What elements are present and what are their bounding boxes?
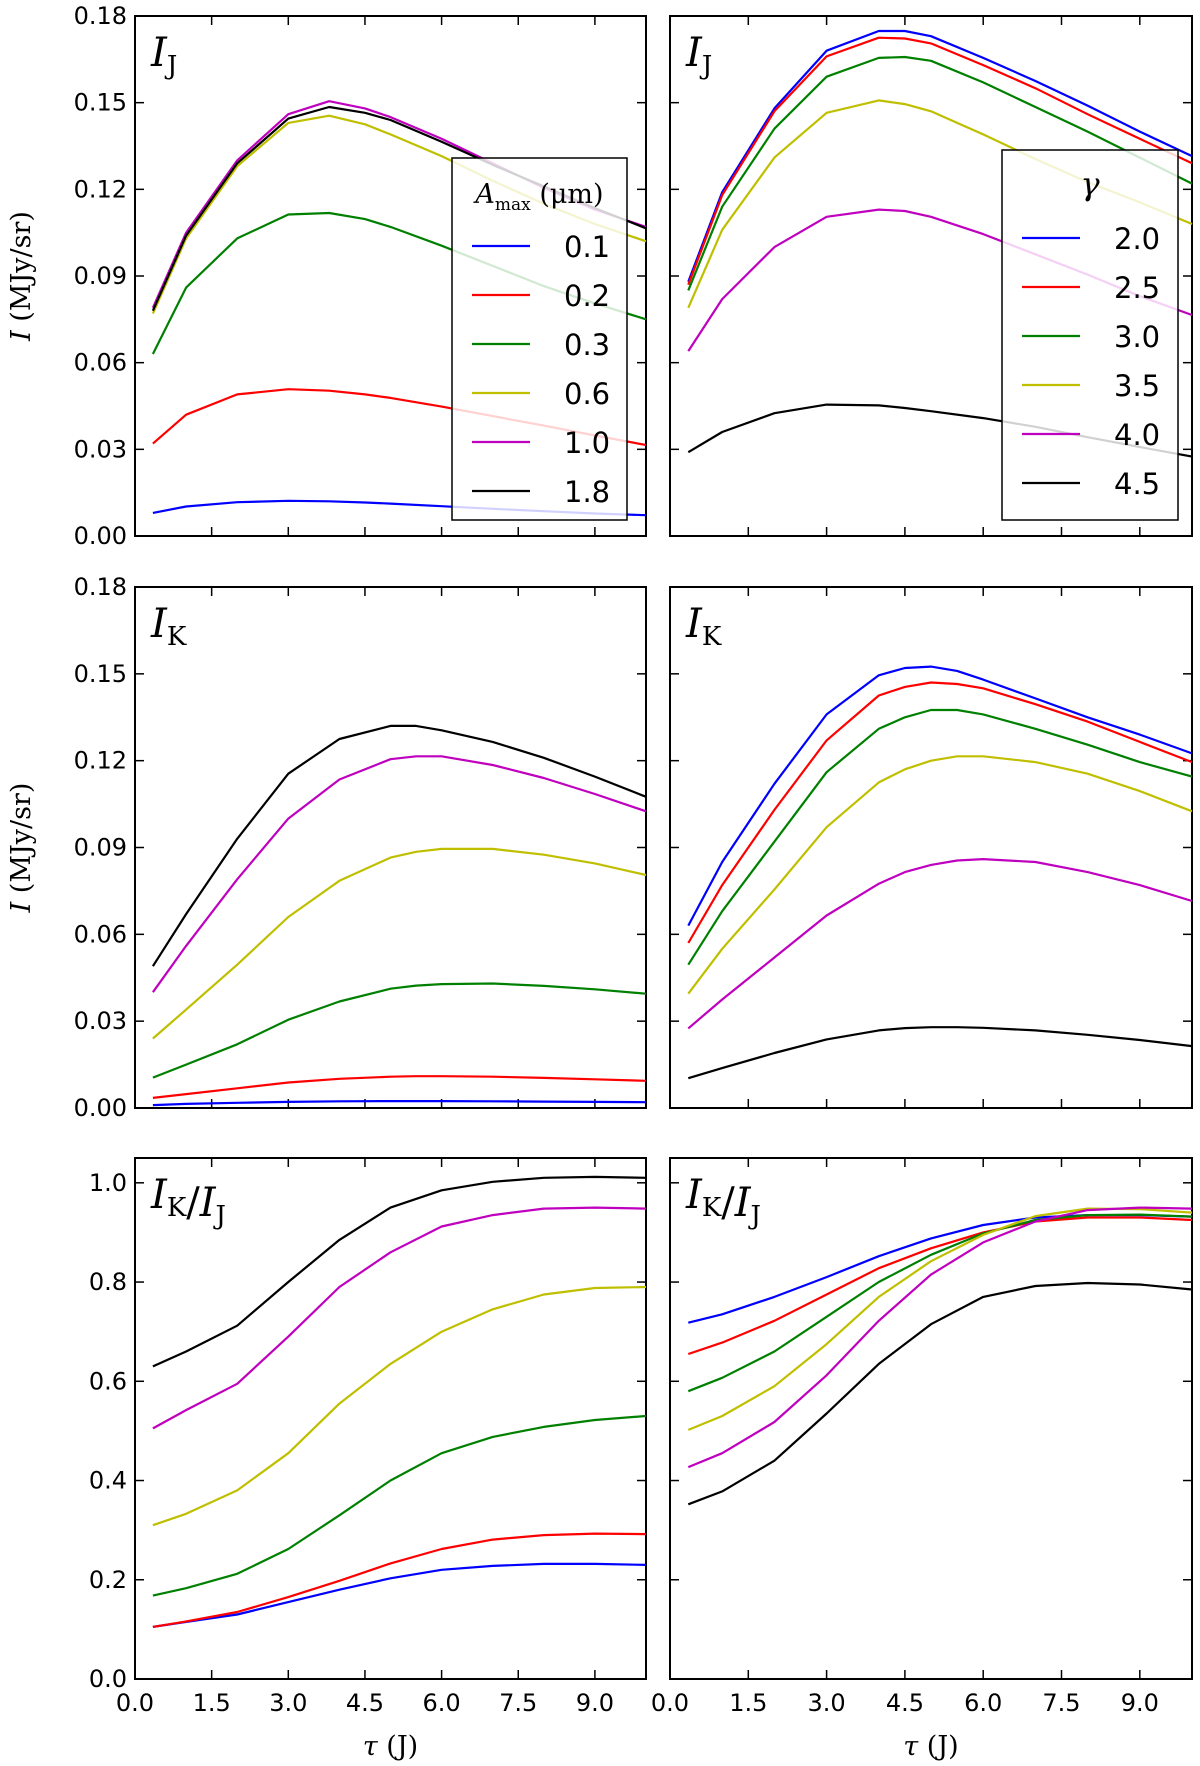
- y-tick-label: 1.0: [89, 1169, 127, 1197]
- legend: Amax (μm) 0.1 0.2 0.3 0.6 1.0 1.8: [451, 157, 628, 521]
- legend-title: Amax (μm): [472, 179, 603, 215]
- series-line-1.8: [152, 1175, 647, 1368]
- y-tick-label: 0.06: [74, 349, 127, 377]
- x-tick-label: 9.0: [1121, 1689, 1159, 1717]
- legend-label: 4.0: [1114, 418, 1160, 452]
- axes-frame: [134, 1157, 647, 1680]
- panel-title: IJ: [685, 30, 712, 81]
- x-tick-label: 7.5: [1042, 1689, 1080, 1717]
- y-tick-label: 0.00: [74, 522, 127, 550]
- y-tick-label: 0.12: [74, 175, 127, 203]
- x-tick-label: 3.0: [808, 1689, 846, 1717]
- panel-1: 0.00 0.03 0.06 0.09 0.12 0.15 0.18 IJ I (MJy/sr)…: [6, 2, 647, 550]
- series-line-0.6: [152, 847, 647, 1040]
- x-tick-label: 1.5: [193, 1689, 231, 1717]
- legend-label: 2.0: [1114, 222, 1160, 256]
- y-tick-label: 0.03: [74, 435, 127, 463]
- legend-box: [451, 157, 628, 521]
- x-tick-label: 6.0: [423, 1689, 461, 1717]
- series-line-4.5: [687, 1281, 1193, 1506]
- y-tick-label: 0.09: [74, 834, 127, 862]
- x-tick-label: 4.5: [886, 1689, 924, 1717]
- legend-label: 1.8: [564, 475, 610, 509]
- legend-label: 0.1: [564, 230, 610, 264]
- series-line-3.0: [687, 55, 1193, 291]
- y-tick-label: 0.0: [89, 1665, 127, 1693]
- panel-3: 0.00 0.03 0.06 0.09 0.12 0.15 0.18 IK I (MJy/sr): [6, 573, 647, 1122]
- series-line-0.6: [152, 1285, 647, 1527]
- x-tick-label: 3.0: [269, 1689, 307, 1717]
- series-line-0.1: [152, 1099, 647, 1107]
- axes-frame: [669, 1157, 1193, 1680]
- legend-label: 3.0: [1114, 320, 1160, 354]
- series-line-3.5: [687, 755, 1193, 995]
- series-line-4.0: [687, 1206, 1193, 1469]
- series-line-2.0: [687, 29, 1193, 283]
- series-line-0.3: [152, 1414, 647, 1597]
- legend-label: 4.5: [1114, 467, 1160, 501]
- y-tick-label: 0.6: [89, 1367, 127, 1395]
- legend-title: γ: [1080, 165, 1100, 203]
- panel-6: 0.0 1.5 3.0 4.5 6.0 7.5 9.0 IK/IJ τ (J): [651, 1157, 1193, 1762]
- panel-5: 0.0 0.2 0.4 0.6 0.8 1.0 0.0 1.5 3.0 4.5 6.0 7.5 9.0 I…: [89, 1157, 647, 1762]
- legend-label: 0.3: [564, 328, 610, 362]
- series-line-0.1: [152, 1562, 647, 1628]
- panel-title: IK: [685, 601, 722, 652]
- panel-4: IK: [669, 586, 1193, 1109]
- axes-frame: [134, 586, 647, 1109]
- panel-title: IK/IJ: [150, 1172, 226, 1231]
- series-line-2.5: [687, 1216, 1193, 1356]
- legend-label: 0.6: [564, 377, 610, 411]
- series-line-0.2: [152, 1075, 647, 1099]
- series-line-4.5: [687, 1026, 1193, 1080]
- x-tick-label: 0.0: [116, 1689, 154, 1717]
- y-tick-label: 0.00: [74, 1094, 127, 1122]
- panel-2: IJ γ 2.0 2.5 3.0 3.5 4.0 4.5: [669, 15, 1193, 537]
- series-line-4.0: [687, 857, 1193, 1030]
- series-line-1.0: [152, 1206, 647, 1430]
- x-axis-label: τ (J): [903, 1731, 958, 1762]
- y-tick-label: 0.09: [74, 262, 127, 290]
- y-axis-label: I (MJy/sr): [6, 211, 37, 342]
- y-tick-label: 0.12: [74, 747, 127, 775]
- y-tick-label: 0.03: [74, 1007, 127, 1035]
- y-tick-label: 0.06: [74, 920, 127, 948]
- legend-label: 3.5: [1114, 369, 1160, 403]
- x-tick-label: 0.0: [651, 1689, 689, 1717]
- panel-title: IK: [150, 601, 187, 652]
- series-line-2.0: [687, 665, 1193, 927]
- series-line-1.8: [151, 724, 647, 967]
- x-tick-label: 9.0: [576, 1689, 614, 1717]
- x-tick-label: 6.0: [964, 1689, 1002, 1717]
- y-tick-label: 0.4: [89, 1467, 127, 1495]
- series-line-0.2: [152, 1532, 647, 1628]
- legend-label: 2.5: [1114, 271, 1160, 305]
- x-tick-label: 1.5: [729, 1689, 767, 1717]
- y-tick-label: 0.8: [89, 1268, 127, 1296]
- series-line-2.5: [687, 681, 1193, 944]
- series-line-3.0: [687, 708, 1193, 966]
- panel-title: IJ: [150, 30, 177, 81]
- legend: γ 2.0 2.5 3.0 3.5 4.0 4.5: [1001, 149, 1179, 521]
- y-tick-label: 0.18: [74, 573, 127, 601]
- y-tick-label: 0.15: [74, 89, 127, 117]
- panel-title: IK/IJ: [685, 1172, 761, 1231]
- y-tick-label: 0.15: [74, 660, 127, 688]
- y-tick-label: 0.18: [74, 2, 127, 30]
- x-tick-label: 7.5: [499, 1689, 537, 1717]
- series-line-3.0: [687, 1213, 1193, 1393]
- legend-label: 0.2: [564, 279, 610, 313]
- x-axis-label: τ (J): [363, 1731, 418, 1762]
- legend-label: 1.0: [564, 426, 610, 460]
- series-line-1.0: [152, 755, 647, 993]
- x-tick-label: 4.5: [346, 1689, 384, 1717]
- series-line-2.5: [687, 36, 1193, 286]
- series-line-0.3: [152, 982, 647, 1079]
- y-tick-label: 0.2: [89, 1566, 127, 1594]
- y-axis-label: I (MJy/sr): [6, 783, 37, 914]
